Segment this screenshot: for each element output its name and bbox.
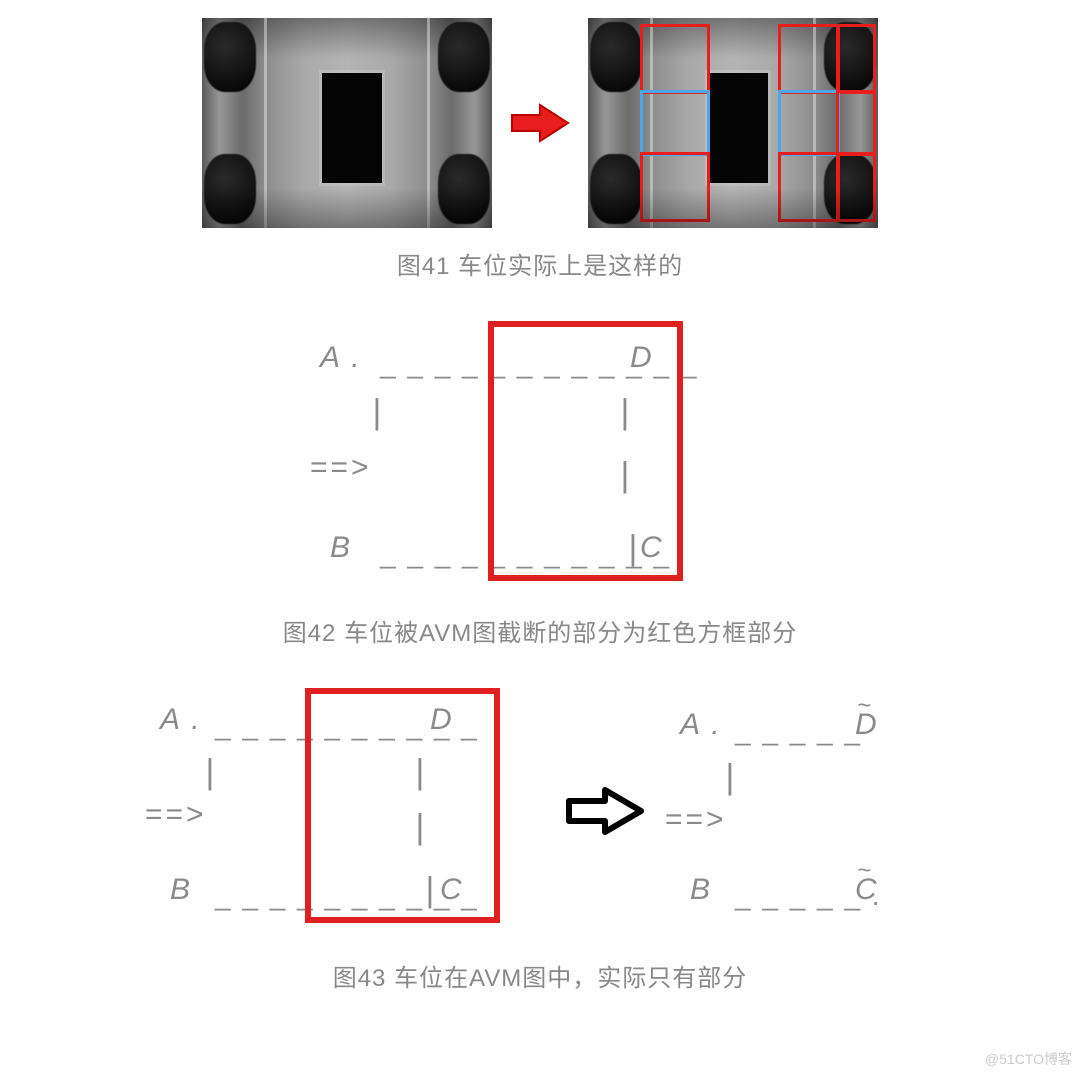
red-frame [488, 321, 683, 581]
label-A: A . [680, 708, 722, 742]
ascii-pipe: | [372, 393, 383, 432]
label-B: B [330, 531, 352, 565]
ascii-pipe: | [725, 758, 736, 797]
figure-42: A . D B C _ _ _ _ _ _ _ _ _ _ _ _ _ _ _ … [0, 331, 1080, 648]
ascii-pipe: | [415, 808, 426, 847]
overlay-box [778, 90, 840, 156]
fig43-row: A . D B C _ _ _ _ _ _ _ _ _ _ _ _ _ _ _ … [155, 698, 925, 928]
ascii-arrow: ==> [310, 451, 372, 485]
red-arrow-icon [510, 103, 570, 143]
label-B: B [690, 873, 712, 907]
label-B: B [170, 873, 192, 907]
fig42-caption: 图42 车位被AVM图截断的部分为红色方框部分 [283, 613, 798, 648]
ascii-pipe: | [628, 529, 639, 568]
ascii-pipe: | [425, 871, 436, 910]
watermark: @51CTO博客 [985, 1049, 1072, 1069]
label-A: A . [160, 703, 202, 737]
overlay-box [640, 152, 710, 222]
fig41-row [202, 18, 878, 228]
label-A: A . [320, 341, 362, 375]
ascii-pipe: | [620, 456, 631, 495]
ascii-arrow: ==> [665, 803, 727, 837]
black-arrow-icon [565, 786, 645, 841]
fig42-diagram: A . D B C _ _ _ _ _ _ _ _ _ _ _ _ _ _ _ … [310, 331, 770, 591]
overlay-box [778, 24, 840, 94]
fig43-diagram-left: A . D B C _ _ _ _ _ _ _ _ _ _ _ _ _ _ _ … [155, 698, 535, 928]
overlay-box [836, 90, 876, 156]
ascii-pipe: | [620, 393, 631, 432]
overlay-box [836, 152, 876, 222]
dash-top: _ _ _ _ _ [735, 715, 862, 747]
figure-41: 图41 车位实际上是这样的 [0, 18, 1080, 281]
ascii-pipe: | [415, 753, 426, 792]
fig41-caption: 图41 车位实际上是这样的 [397, 246, 683, 281]
overlay-box [778, 152, 840, 222]
overlay-box [640, 24, 710, 94]
ascii-pipe: | [205, 753, 216, 792]
red-frame [305, 688, 500, 923]
overlay-box [640, 90, 710, 156]
fig41-image-left [202, 18, 492, 228]
fig41-image-right [588, 18, 878, 228]
fig43-diagram-right: A . ~ D B ~ C _ _ _ _ _ _ _ _ _ _ . ==> … [675, 698, 925, 928]
dash-bottom: _ _ _ _ _ . [735, 880, 882, 912]
ascii-arrow: ==> [145, 798, 207, 832]
fig43-caption: 图43 车位在AVM图中，实际只有部分 [333, 958, 748, 993]
figure-43: A . D B C _ _ _ _ _ _ _ _ _ _ _ _ _ _ _ … [0, 698, 1080, 993]
car-rect [322, 73, 382, 183]
car-rect [708, 73, 768, 183]
overlay-box [836, 24, 876, 94]
